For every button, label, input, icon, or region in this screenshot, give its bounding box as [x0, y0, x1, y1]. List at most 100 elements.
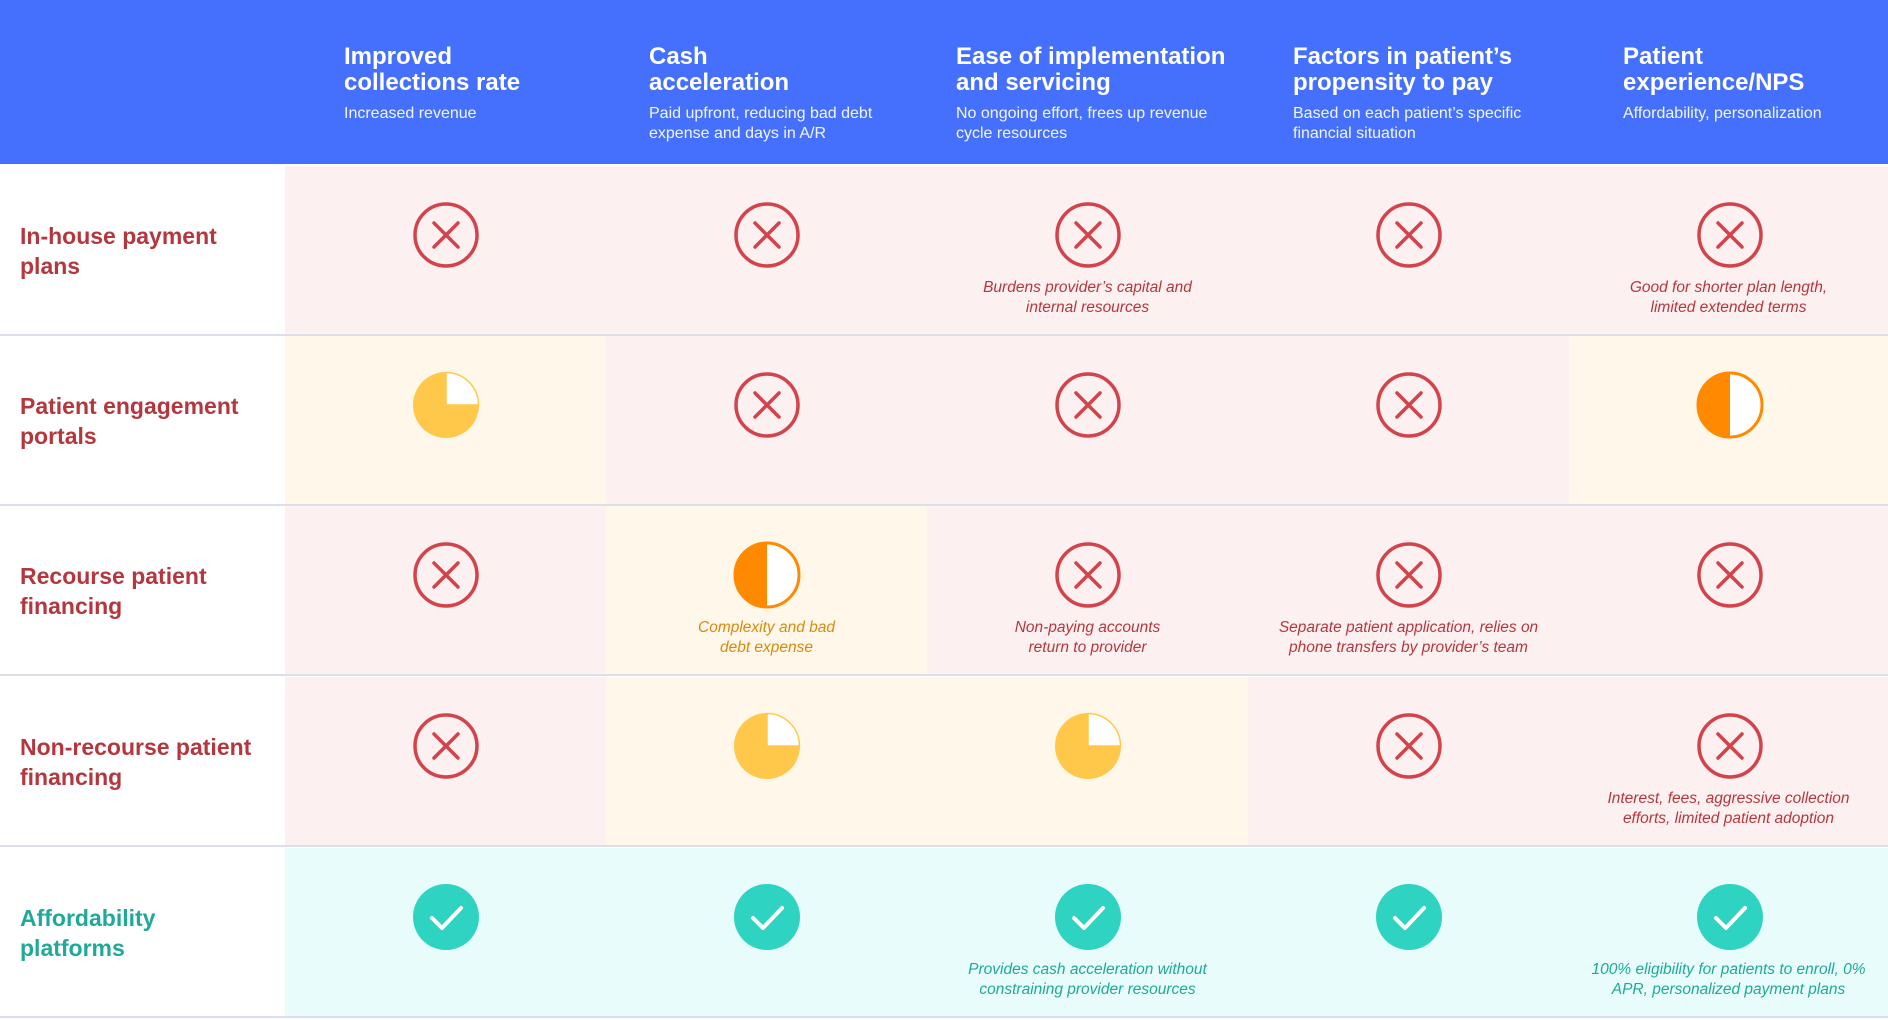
column-subtitle: Paid upfront, reducing bad debt expense … — [649, 105, 873, 142]
column-header: Improved collections rate Increased reven… — [344, 44, 614, 124]
rating-cell: Non-paying accounts return to provider — [927, 506, 1248, 676]
row-label: In-house payment plans — [20, 166, 260, 336]
check-circle-icon-svg — [734, 884, 800, 950]
cross-circle-icon-svg — [1697, 542, 1763, 608]
rating-cell — [606, 336, 927, 506]
rating-cell: Provides cash acceleration without const… — [927, 848, 1248, 1018]
three-quarter-circle-icon-svg — [734, 712, 801, 779]
cross-circle-icon-svg — [1376, 542, 1442, 608]
cross-circle-icon-svg — [734, 372, 800, 438]
column-subtitle: No ongoing effort, frees up revenue cycl… — [956, 105, 1208, 142]
half-circle-icon-svg — [733, 541, 801, 609]
rating-cell — [927, 336, 1248, 506]
cross-circle-icon-svg — [1055, 202, 1121, 268]
cross-circle-icon — [733, 201, 801, 269]
cross-circle-icon — [1375, 712, 1443, 780]
three-quarter-circle-icon — [1054, 712, 1122, 780]
column-subtitle: Affordability, personalization — [1623, 105, 1822, 122]
column-title: Factors in patient’s propensity to pay — [1293, 43, 1513, 96]
table-row: In-house payment plans Burdens provider’s… — [0, 166, 1888, 336]
rating-cell — [285, 848, 606, 1018]
cell-note: Complexity and bad debt expense — [698, 619, 835, 656]
rating-cell: Interest, fees, aggressive collection ef… — [1569, 677, 1888, 847]
check-circle-icon-svg — [413, 884, 479, 950]
cross-circle-icon — [412, 712, 480, 780]
check-circle-icon — [412, 883, 480, 951]
rating-cell — [606, 848, 927, 1018]
cross-circle-icon — [1696, 541, 1764, 609]
cross-circle-icon — [1696, 712, 1764, 780]
rating-cell — [1569, 506, 1888, 676]
table-row: Affordability platforms Provides cash acc… — [0, 848, 1888, 1018]
three-quarter-circle-icon-svg — [413, 371, 480, 438]
cross-circle-icon-svg — [413, 713, 479, 779]
row-label-text: Recourse patient financing — [20, 563, 207, 619]
rating-cell: 100% eligibility for patients to enroll,… — [1569, 848, 1888, 1018]
row-divider — [0, 504, 1888, 506]
check-circle-icon-svg — [1376, 884, 1442, 950]
row-label-text: Patient engagement portals — [20, 393, 239, 449]
check-circle-icon — [1696, 883, 1764, 951]
cross-circle-icon — [1375, 201, 1443, 269]
column-header: Ease of implementation and servicing No o… — [956, 44, 1226, 144]
cell-note: Interest, fees, aggressive collection ef… — [1607, 790, 1850, 827]
column-header: Factors in patient’s propensity to pay Ba… — [1293, 44, 1563, 144]
rating-cell — [285, 166, 606, 336]
row-label: Recourse patient financing — [20, 506, 260, 676]
rating-cell — [1248, 848, 1569, 1018]
cell-note: Separate patient application, relies on … — [1278, 619, 1539, 656]
three-quarter-circle-icon — [412, 371, 480, 439]
cell-note: Good for shorter plan length, limited ex… — [1629, 279, 1828, 316]
half-circle-icon — [1696, 371, 1764, 439]
row-divider — [0, 845, 1888, 847]
column-subtitle: Increased revenue — [344, 105, 477, 122]
check-circle-icon-svg — [1697, 884, 1763, 950]
check-circle-icon — [1375, 883, 1443, 951]
cross-circle-icon — [1054, 201, 1122, 269]
cross-circle-icon-svg — [1376, 372, 1442, 438]
three-quarter-circle-icon — [733, 712, 801, 780]
cross-circle-icon-svg — [1697, 713, 1763, 779]
rating-cell: Separate patient application, relies on … — [1248, 506, 1569, 676]
cross-circle-icon-svg — [734, 202, 800, 268]
rating-cell — [1248, 677, 1569, 847]
half-circle-icon — [733, 541, 801, 609]
cross-circle-icon-svg — [1055, 542, 1121, 608]
check-circle-icon — [733, 883, 801, 951]
cross-circle-icon-svg — [1055, 372, 1121, 438]
cross-circle-icon — [412, 541, 480, 609]
cross-circle-icon — [1054, 541, 1122, 609]
cross-circle-icon — [412, 201, 480, 269]
cross-circle-icon-svg — [1697, 202, 1763, 268]
rating-cell — [285, 506, 606, 676]
rating-cell — [1569, 336, 1888, 506]
cross-circle-icon — [1054, 371, 1122, 439]
cross-circle-icon — [733, 371, 801, 439]
cell-note: 100% eligibility for patients to enroll,… — [1591, 961, 1866, 998]
rating-cell — [927, 677, 1248, 847]
rating-cell — [606, 677, 927, 847]
row-label: Non-recourse patient financing — [20, 677, 260, 847]
column-title: Ease of implementation and servicing — [956, 43, 1226, 96]
half-circle-icon-svg — [1696, 371, 1764, 439]
cell-note: Provides cash acceleration without const… — [968, 961, 1207, 998]
rating-cell: Complexity and bad debt expense — [606, 506, 927, 676]
table-row: Non-recourse patient financing Interest, … — [0, 677, 1888, 847]
row-label-text: Non-recourse patient financing — [20, 734, 252, 790]
three-quarter-circle-icon-svg — [1055, 712, 1122, 779]
column-header: Patient experience/NPS Affordability, per… — [1623, 44, 1873, 124]
row-label-text: Affordability platforms — [20, 905, 156, 961]
cross-circle-icon-svg — [413, 202, 479, 268]
table-row: Patient engagement portals — [0, 336, 1888, 506]
rating-cell — [606, 166, 927, 336]
cross-circle-icon — [1375, 541, 1443, 609]
cross-circle-icon-svg — [413, 542, 479, 608]
rating-cell — [1248, 166, 1569, 336]
table-row: Recourse patient financing Complexity and… — [0, 506, 1888, 676]
rating-cell: Good for shorter plan length, limited ex… — [1569, 166, 1888, 336]
check-circle-icon — [1054, 883, 1122, 951]
cross-circle-icon — [1696, 201, 1764, 269]
cell-note: Non-paying accounts return to provider — [1014, 619, 1161, 656]
column-title: Improved collections rate — [344, 43, 521, 96]
